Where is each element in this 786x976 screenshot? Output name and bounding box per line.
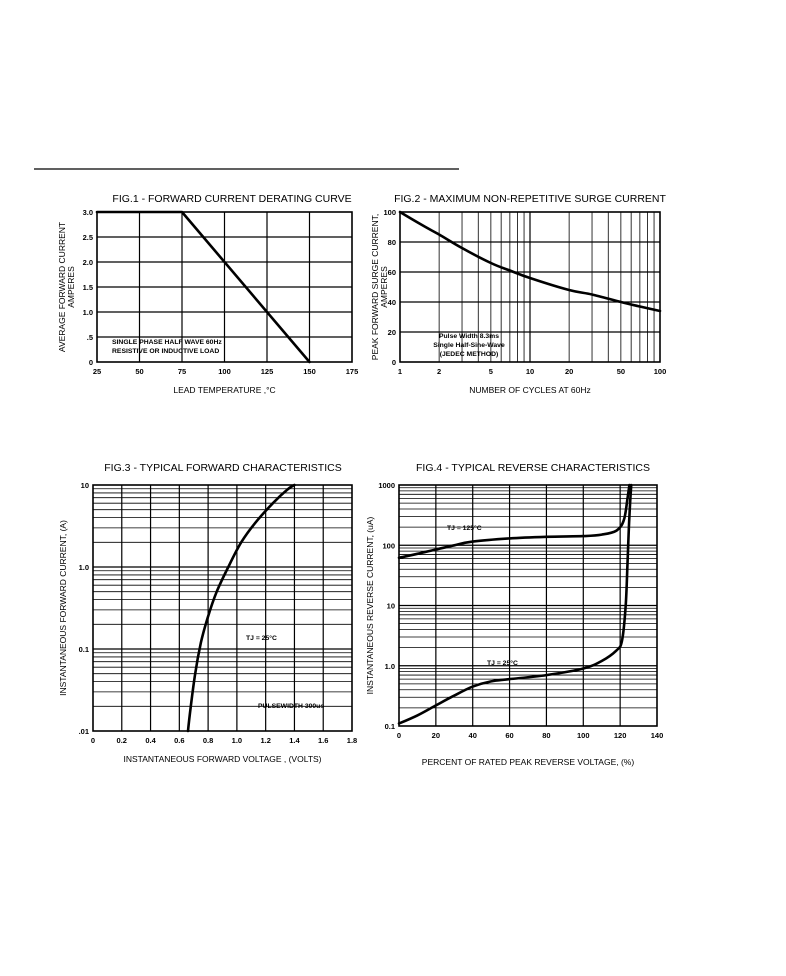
y-tick-label: .5 [87, 333, 93, 342]
y-tick-label: 80 [388, 238, 396, 247]
fig3-y-axis-label: INSTANTANEOUS FORWARD CURRENT, (A) [58, 520, 68, 696]
y-tick-label: 2.0 [83, 258, 93, 267]
y-tick-label: .01 [79, 727, 89, 736]
x-tick-label: 10 [526, 367, 534, 376]
y-tick-label: 100 [383, 208, 396, 217]
y-tick-label: 1.0 [385, 662, 395, 671]
x-tick-label: 1 [398, 367, 402, 376]
x-tick-label: 80 [542, 731, 550, 740]
fig3-grid [93, 485, 352, 731]
fig1-title: FIG.1 - FORWARD CURRENT DERATING CURVE [112, 193, 351, 205]
fig4-annotation: TJ = 25°C [487, 659, 518, 667]
fig3-plot-frame [92, 484, 353, 732]
x-tick-label: 1.2 [260, 736, 270, 745]
x-tick-label: 0.8 [203, 736, 213, 745]
y-tick-label: 10 [387, 602, 395, 611]
x-tick-label: 1.6 [318, 736, 328, 745]
fig3-title: FIG.3 - TYPICAL FORWARD CHARACTERISTICS [104, 462, 341, 474]
y-tick-label: 3.0 [83, 208, 93, 217]
y-tick-label: 1000 [378, 481, 395, 490]
fig4-annotation: TJ = 125°C [447, 524, 482, 532]
y-tick-label: 20 [388, 328, 396, 337]
y-tick-label: 0.1 [79, 645, 89, 654]
x-tick-label: 25 [93, 367, 101, 376]
fig3-x-axis-label: INSTANTANEOUS FORWARD VOLTAGE , (VOLTS) [123, 754, 321, 764]
fig2-annotation: (JEDEC METHOD) [440, 351, 499, 358]
x-tick-label: 100 [577, 731, 590, 740]
fig4-y-axis-label: INSTANTANEOUS REVERSE CURRENT, (uA) [365, 516, 375, 694]
charts-root: 25 50 75 100 125 150 1750.51.01.52.02.53.0FIG.… [57, 193, 667, 767]
x-tick-label: 125 [261, 367, 274, 376]
y-tick-label: 10 [81, 481, 89, 490]
x-tick-label: 100 [218, 367, 231, 376]
fig3-annotation: PULSEWIDTH 300us [258, 703, 324, 710]
y-tick-label: 2.5 [83, 233, 93, 242]
fig3-annotation: TJ = 25°C [246, 634, 277, 642]
x-tick-label: 175 [346, 367, 359, 376]
fig1-chart: 25 50 75 100 125 150 175 0 .5 1.0 1.5 2.0 2.5 3.0 FIG.… [57, 193, 358, 395]
fig1-plot-frame [96, 211, 353, 363]
fig2-series-0-line [398, 210, 662, 313]
fig1-series-0-line [95, 210, 311, 364]
fig1-y-axis-label: AMPERES [66, 266, 76, 308]
y-tick-label: 1.0 [83, 308, 93, 317]
fig4-series-0-line [397, 483, 631, 560]
fig4-chart: 0 20 40 60 80 100 120 140 0.1 1.0 10 100 1000 FIG.4 -… [365, 462, 663, 767]
fig2-y-axis-label: PEAK FORWARD SURGE CURRENT, [370, 214, 380, 360]
y-tick-label: 40 [388, 298, 396, 307]
fig1-y-axis-label: AVERAGE FORWARD CURRENT [57, 222, 67, 352]
x-tick-label: 140 [651, 731, 664, 740]
fig2-chart: 1 2 5 10 20 50 100 0 20 40 60 80 100 FIG.2 - MAXIMUM … [370, 193, 667, 395]
x-tick-label: 20 [432, 731, 440, 740]
x-tick-label: 0 [91, 736, 95, 745]
x-tick-label: 1.8 [347, 736, 357, 745]
fig4-grid [399, 485, 657, 726]
y-tick-label: 0.1 [385, 722, 395, 731]
fig4-series-1-line [397, 483, 633, 725]
fig2-plot-frame [399, 211, 661, 363]
fig2-annotation: Pulse Width 8.3ms [439, 333, 499, 340]
fig2-y-axis-label: AMPERES [379, 266, 389, 308]
x-tick-label: 40 [469, 731, 477, 740]
fig1-grid [97, 212, 352, 362]
fig2-grid [400, 212, 660, 362]
fig2-title: FIG.2 - MAXIMUM NON-REPETITIVE SURGE CUR… [394, 193, 666, 205]
fig2-x-axis-label: NUMBER OF CYCLES AT 60Hz [469, 385, 591, 395]
y-tick-label: 60 [388, 268, 396, 277]
x-tick-label: 2 [437, 367, 441, 376]
x-tick-label: 1.4 [289, 736, 300, 745]
fig3-series-0-line [186, 483, 296, 733]
y-tick-label: 100 [382, 541, 395, 550]
x-tick-label: 100 [654, 367, 667, 376]
y-tick-label: 0 [392, 358, 396, 367]
x-tick-label: 75 [178, 367, 186, 376]
x-tick-label: 5 [489, 367, 493, 376]
x-tick-label: 0.4 [145, 736, 156, 745]
x-tick-label: 120 [614, 731, 627, 740]
x-tick-label: 0.6 [174, 736, 184, 745]
x-tick-label: 50 [617, 367, 625, 376]
fig1-x-axis-label: LEAD TEMPERATURE ,°C [173, 385, 275, 395]
x-tick-label: 50 [135, 367, 143, 376]
fig4-title: FIG.4 - TYPICAL REVERSE CHARACTERISTICS [416, 462, 650, 474]
x-tick-label: 150 [303, 367, 316, 376]
x-tick-label: 20 [565, 367, 573, 376]
y-tick-label: 1.5 [83, 283, 93, 292]
y-tick-label: 1.0 [79, 563, 89, 572]
x-tick-label: 60 [505, 731, 513, 740]
x-tick-label: 0.2 [117, 736, 127, 745]
fig3-chart: 0 0.2 0.4 0.6 0.8 1.0 1.2 1.4 1.6 1.8 .01 0.1 1.0 10 F… [58, 462, 357, 764]
fig1-annotation: RESISTIVE OR INDUCTIVE LOAD [112, 348, 219, 355]
fig4-x-axis-label: PERCENT OF RATED PEAK REVERSE VOLTAGE, (… [422, 757, 635, 767]
x-tick-label: 0 [397, 731, 401, 740]
x-tick-label: 1.0 [232, 736, 242, 745]
fig4-plot-frame [398, 484, 658, 727]
fig2-annotation: Single Half-Sine-Wave [433, 342, 505, 349]
y-tick-label: 0 [89, 358, 93, 367]
fig1-annotation: SINGLE PHASE HALF WAVE 60Hz [112, 339, 222, 346]
